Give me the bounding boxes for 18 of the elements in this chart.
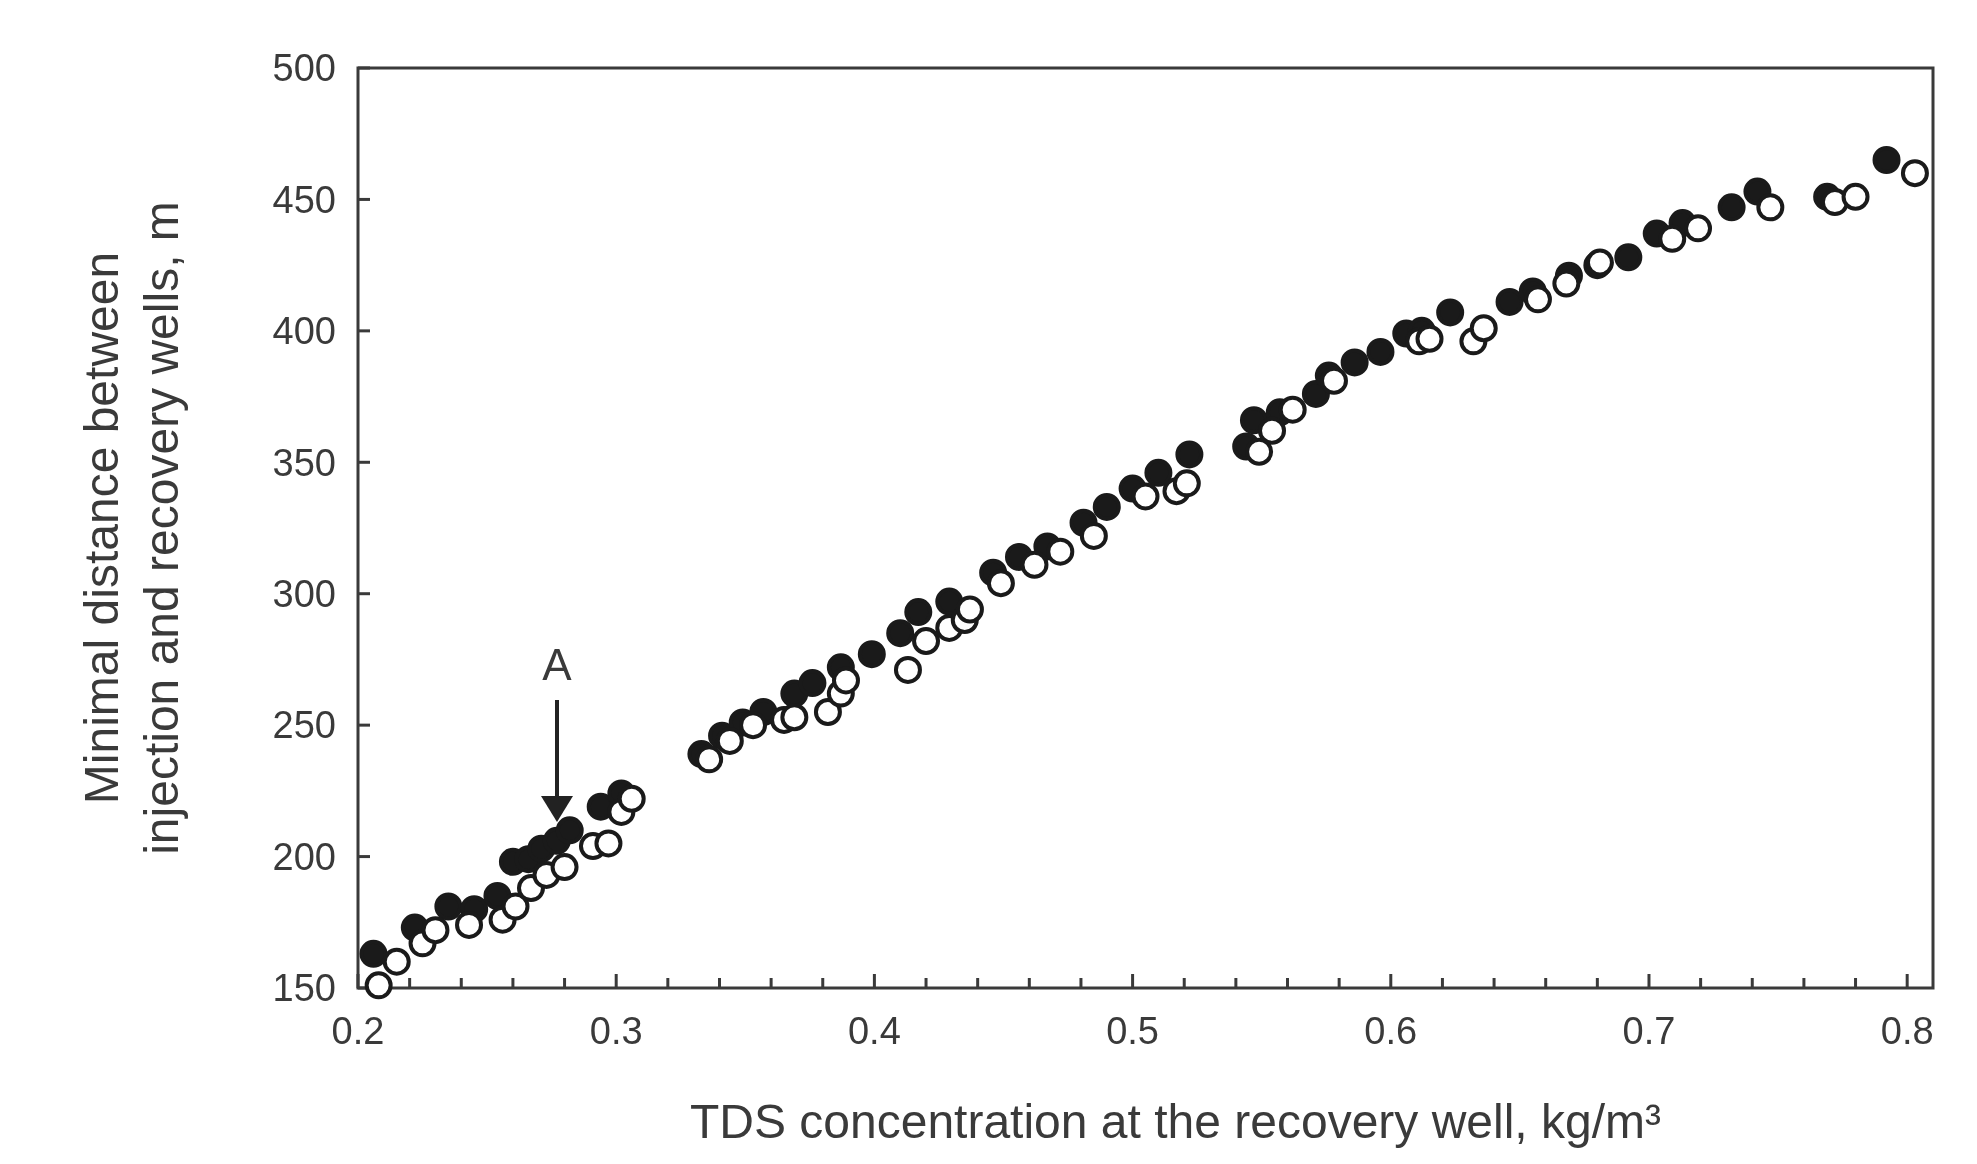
x-axis-title: TDS concentration at the recovery well, kg/m³: [689, 1095, 1662, 1148]
y-tick-label: 350: [272, 441, 336, 484]
x-tick-label: 0.2: [331, 1010, 385, 1052]
x-tick-label: 0.3: [589, 1010, 643, 1052]
x-tick-label: 0.7: [1622, 1010, 1676, 1052]
y-tick-label: 450: [272, 178, 336, 221]
x-tick-label: 0.6: [1364, 1010, 1418, 1052]
y-tick-label: 200: [272, 835, 336, 878]
x-tick-label: 0.8: [1880, 1010, 1934, 1052]
annotation: A: [542, 640, 573, 689]
y-tick-label: 150: [272, 967, 336, 1010]
x-tick-label: 0.4: [847, 1010, 901, 1052]
y-tick-label: 500: [272, 47, 336, 90]
y-tick-label: 250: [272, 704, 336, 747]
y-axis-title: Minimal distance between injection and recovery wells, m: [75, 201, 188, 855]
y-tick-label: 300: [272, 573, 336, 616]
y-tick-label: 400: [272, 310, 336, 353]
x-tick-label: 0.5: [1106, 1010, 1159, 1052]
